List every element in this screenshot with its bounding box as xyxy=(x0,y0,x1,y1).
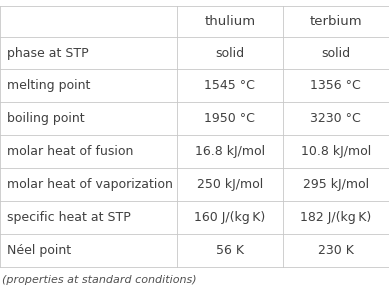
Text: 56 K: 56 K xyxy=(216,244,244,257)
Text: solid: solid xyxy=(321,47,350,59)
Text: specific heat at STP: specific heat at STP xyxy=(7,211,131,224)
Text: melting point: melting point xyxy=(7,79,90,92)
Text: phase at STP: phase at STP xyxy=(7,47,89,59)
Text: molar heat of fusion: molar heat of fusion xyxy=(7,145,133,158)
Text: (properties at standard conditions): (properties at standard conditions) xyxy=(2,275,196,285)
Text: 1356 °C: 1356 °C xyxy=(310,79,361,92)
Text: Néel point: Néel point xyxy=(7,244,71,257)
Text: 230 K: 230 K xyxy=(318,244,354,257)
Text: 1950 °C: 1950 °C xyxy=(205,112,255,125)
Text: thulium: thulium xyxy=(204,15,256,28)
Text: terbium: terbium xyxy=(309,15,362,28)
Text: molar heat of vaporization: molar heat of vaporization xyxy=(7,178,173,191)
Text: 1545 °C: 1545 °C xyxy=(205,79,255,92)
Text: 16.8 kJ/mol: 16.8 kJ/mol xyxy=(195,145,265,158)
Text: 160 J/(kg K): 160 J/(kg K) xyxy=(194,211,266,224)
Text: 3230 °C: 3230 °C xyxy=(310,112,361,125)
Text: solid: solid xyxy=(216,47,244,59)
Text: 295 kJ/mol: 295 kJ/mol xyxy=(303,178,369,191)
Text: 10.8 kJ/mol: 10.8 kJ/mol xyxy=(301,145,371,158)
Text: 250 kJ/mol: 250 kJ/mol xyxy=(197,178,263,191)
Text: boiling point: boiling point xyxy=(7,112,85,125)
Text: 182 J/(kg K): 182 J/(kg K) xyxy=(300,211,371,224)
